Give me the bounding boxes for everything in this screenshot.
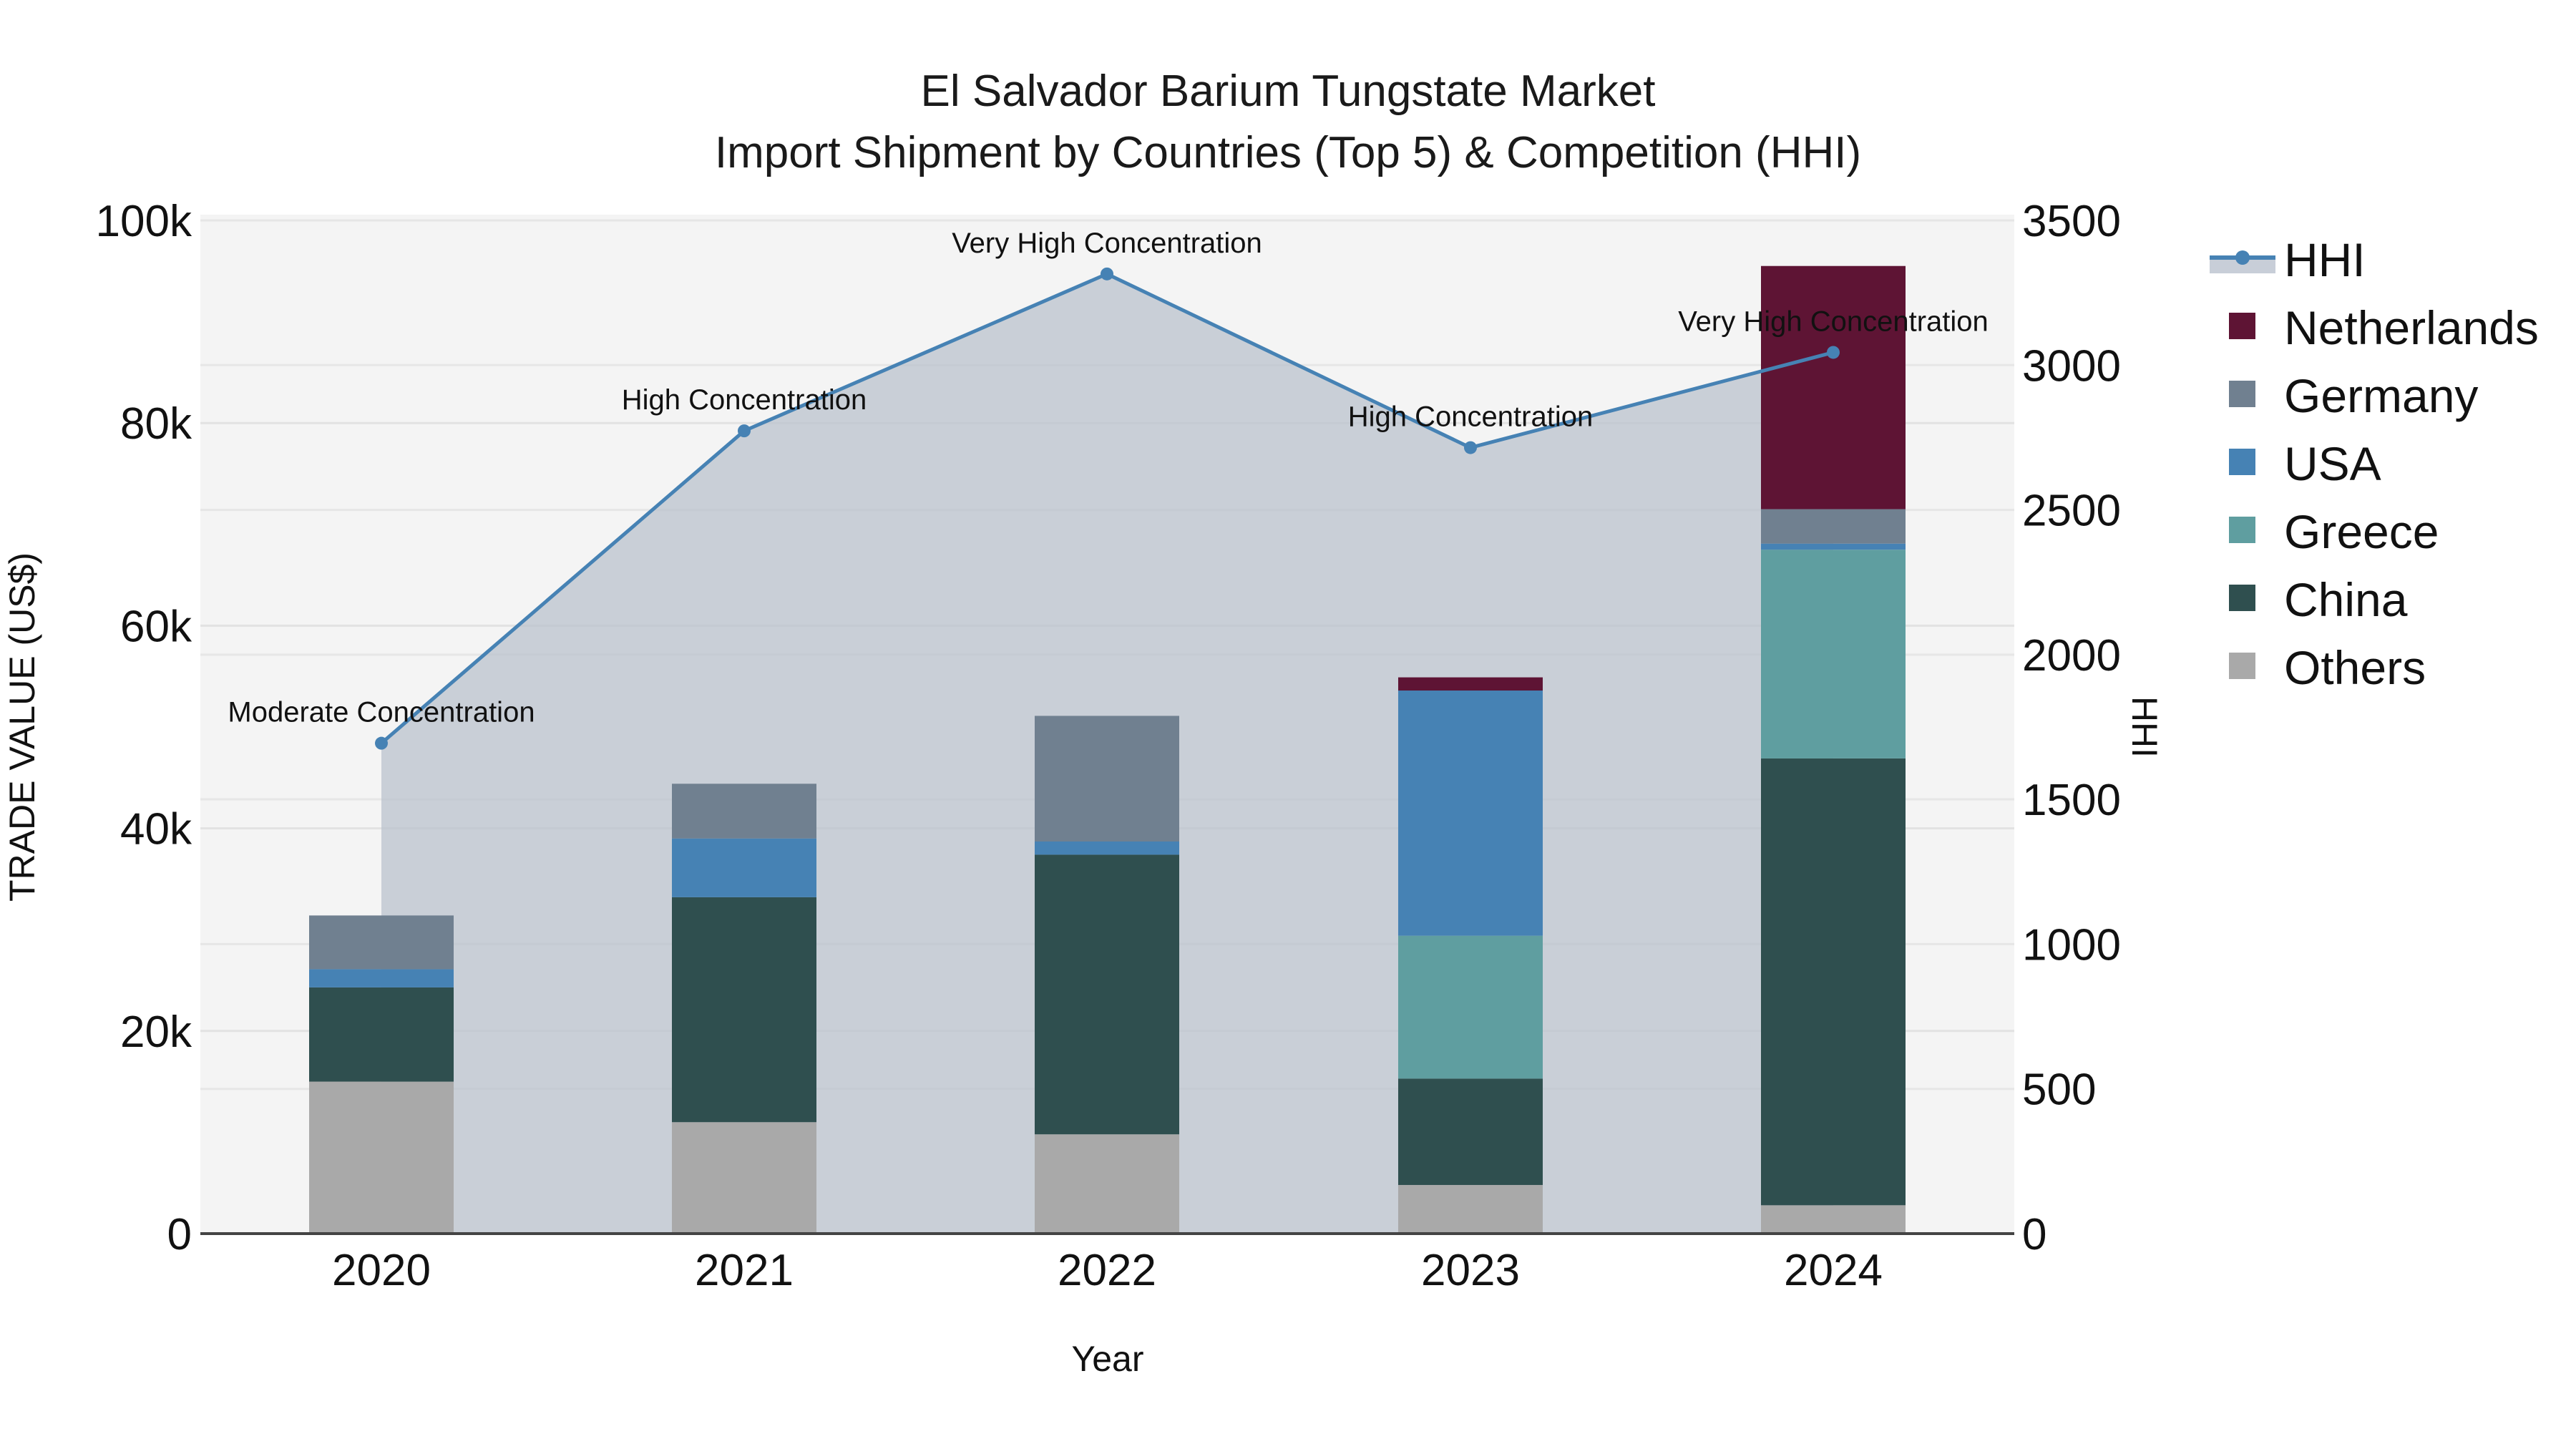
y-axis-ticks: 0 20k 40k 60k 80k 100k [96,197,192,1259]
y2-tick-label: 1500 [2022,776,2121,825]
y2-tick-label: 1000 [2022,920,2121,970]
hhi-annotation: High Concentration [1348,401,1593,433]
legend-item-netherlands[interactable]: Netherlands [2229,301,2539,354]
x-tick-label: 2024 [1784,1246,1883,1295]
legend-label: HHI [2284,233,2366,286]
hhi-marker [1101,267,1113,280]
hhi-marker [738,424,751,438]
bar-segment-usa-2024 [1761,543,1906,550]
bar-segment-germany-2020 [309,915,454,970]
hhi-annotation: Moderate Concentration [228,697,535,728]
hhi-markers [375,267,1840,750]
bar-segment-china-2024 [1761,758,1906,1206]
chart-subtitle: Import Shipment by Countries (Top 5) & C… [715,128,1861,177]
x-tick-label: 2021 [695,1246,794,1295]
bar-segment-greece-2023 [1398,935,1543,1079]
bar-segment-others-2020 [309,1081,454,1234]
legend-label: China [2284,573,2408,626]
legend-label: Germany [2284,369,2478,422]
x-axis-ticks: 2020 2021 2022 2023 2024 [332,1246,1883,1295]
y2-axis-title: HHI [2124,696,2165,758]
y-tick-label: 80k [120,399,192,449]
hhi-annotations: Moderate Concentration High Concentration… [228,228,1988,728]
legend-swatch-icon [2229,313,2255,339]
bar-segment-germany-2022 [1035,716,1179,842]
hhi-marker [375,736,388,750]
bar-segment-usa-2022 [1035,841,1179,855]
bar-segment-netherlands-2023 [1398,677,1543,691]
bar-segment-others-2024 [1761,1205,1906,1234]
y-tick-label: 0 [167,1210,192,1259]
legend-item-china[interactable]: China [2229,573,2408,626]
bar-segment-usa-2021 [672,838,816,897]
legend-item-greece[interactable]: Greece [2229,505,2439,558]
legend-label: Greece [2284,505,2439,558]
bar-segment-china-2021 [672,897,816,1123]
y2-tick-label: 500 [2022,1065,2096,1115]
x-tick-label: 2022 [1058,1246,1156,1295]
bar-segment-usa-2020 [309,969,454,987]
y2-tick-label: 2500 [2022,487,2121,536]
legend-item-usa[interactable]: USA [2229,437,2381,490]
y2-tick-label: 3500 [2022,197,2121,246]
legend-label: USA [2284,437,2381,490]
legend-swatch-icon [2229,449,2255,475]
bar-segment-greece-2024 [1761,550,1906,758]
legend-swatch-icon [2229,585,2255,611]
legend-swatch-icon [2229,653,2255,679]
y2-tick-label: 3000 [2022,341,2121,391]
legend-item-germany[interactable]: Germany [2229,369,2478,422]
y2-axis-ticks: 0 500 1000 1500 2000 2500 3000 3500 [2022,197,2121,1259]
x-tick-label: 2020 [332,1246,431,1295]
legend-swatch-icon [2229,517,2255,543]
bar-segment-china-2023 [1398,1078,1543,1186]
stacked-bars [309,265,1906,1234]
bar-segment-usa-2023 [1398,691,1543,936]
bar-segment-germany-2024 [1761,509,1906,544]
bar-segment-china-2022 [1035,854,1179,1135]
bar-segment-china-2020 [309,987,454,1082]
x-axis-title: Year [1071,1339,1143,1379]
hhi-marker [1827,346,1840,359]
legend-label: Netherlands [2284,301,2539,354]
y2-tick-label: 0 [2022,1210,2046,1259]
y-axis-title: TRADE VALUE (US$) [2,552,42,902]
legend-label: Others [2284,641,2426,694]
chart-title: El Salvador Barium Tungstate Market [921,67,1656,116]
legend: HHI Netherlands Germany USA Greece China Other… [2210,233,2539,694]
y2-tick-label: 2000 [2022,631,2121,680]
legend-item-others[interactable]: Others [2229,641,2426,694]
hhi-annotation: Very High Concentration [1678,306,1989,337]
hhi-marker [1464,441,1477,454]
x-tick-label: 2023 [1421,1246,1520,1295]
bar-segment-others-2023 [1398,1185,1543,1234]
y-tick-label: 60k [120,602,192,651]
hhi-annotation: High Concentration [622,384,867,416]
hhi-legend-area-icon [2210,259,2275,273]
y-tick-label: 20k [120,1008,192,1057]
hhi-annotation: Very High Concentration [952,228,1262,259]
legend-item-hhi[interactable]: HHI [2210,233,2366,286]
y-tick-label: 40k [120,805,192,854]
bar-segment-netherlands-2024 [1761,265,1906,509]
hhi-legend-marker-icon [2235,250,2250,265]
bar-segment-others-2021 [672,1122,816,1234]
legend-swatch-icon [2229,381,2255,407]
y-tick-label: 100k [96,197,192,246]
bar-segment-germany-2021 [672,784,816,839]
bar-segment-others-2022 [1035,1134,1179,1234]
